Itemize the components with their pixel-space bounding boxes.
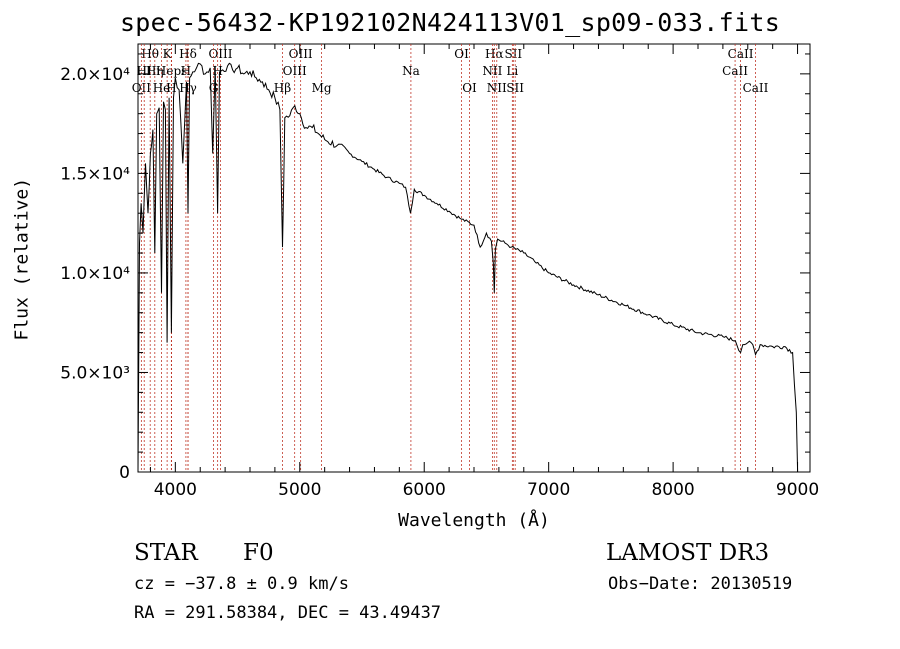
line-marker-label: Hγ (179, 81, 197, 95)
line-marker-label: CaII (728, 47, 754, 61)
line-marker-label: Hη (146, 64, 164, 78)
y-axis-label: Flux (relative) (11, 177, 33, 341)
line-marker-label: H (166, 81, 176, 95)
x-tick-label: 5000 (278, 480, 321, 500)
line-marker-label: SII (506, 81, 524, 95)
line-marker-label: NII (482, 64, 502, 78)
line-marker-label: H (212, 64, 222, 78)
y-tick-label: 1.0×10⁴ (60, 264, 130, 284)
line-marker-label: OII (132, 81, 152, 95)
line-marker-label: OIII (283, 64, 307, 78)
line-marker-label: SII (504, 47, 522, 61)
line-marker-label: OIII (208, 47, 232, 61)
ra-dec-coordinates: RA = 291.58384, DEC = 43.49437 (134, 603, 442, 623)
x-tick-label: 9000 (776, 480, 819, 500)
object-type: STAR (134, 540, 198, 566)
y-tick-label: 5.0×10³ (60, 363, 130, 383)
line-marker-label: K (163, 47, 173, 61)
line-marker-label: CaII (722, 64, 748, 78)
plot-frame (137, 43, 811, 473)
survey-name: LAMOST DR3 (606, 540, 770, 566)
line-marker-label: Na (402, 64, 420, 78)
y-tick-label: 2.0×10⁴ (60, 65, 130, 85)
spectral-subclass: F0 (243, 540, 274, 566)
line-marker-label: Mg (312, 81, 332, 95)
x-tick-label: 6000 (403, 480, 446, 500)
line-marker-label: OIII (289, 47, 313, 61)
chart-title: spec-56432-KP192102N424113V01_sp09-033.f… (119, 8, 781, 37)
x-axis-label: Wavelength (Å) (398, 510, 550, 531)
observation-date: Obs−Date: 20130519 (608, 574, 793, 594)
line-marker-label: Li (506, 64, 518, 78)
y-tick-label: 1.5×10⁴ (60, 164, 130, 184)
redshift-cz: cz = −37.8 ± 0.9 km/s (134, 574, 349, 594)
y-tick-label: 0 (119, 463, 130, 483)
line-marker-label: OI (462, 81, 477, 95)
line-marker-label: Hβ (274, 81, 291, 95)
x-tick-label: 4000 (154, 480, 197, 500)
x-tick-label: 7000 (527, 480, 570, 500)
line-marker-label: He (153, 81, 171, 95)
spectrum-line (137, 62, 799, 473)
line-marker-label: Heps (156, 64, 187, 78)
line-marker-label: OI (454, 47, 469, 61)
x-tick-label: 8000 (651, 480, 694, 500)
line-marker-label: NII (487, 81, 507, 95)
line-marker-label: Hα (485, 47, 504, 61)
line-marker-label: H (181, 64, 191, 78)
line-marker-label: CaII (743, 81, 769, 95)
line-marker-label: G (209, 81, 219, 95)
line-marker-label: HI (137, 64, 152, 78)
